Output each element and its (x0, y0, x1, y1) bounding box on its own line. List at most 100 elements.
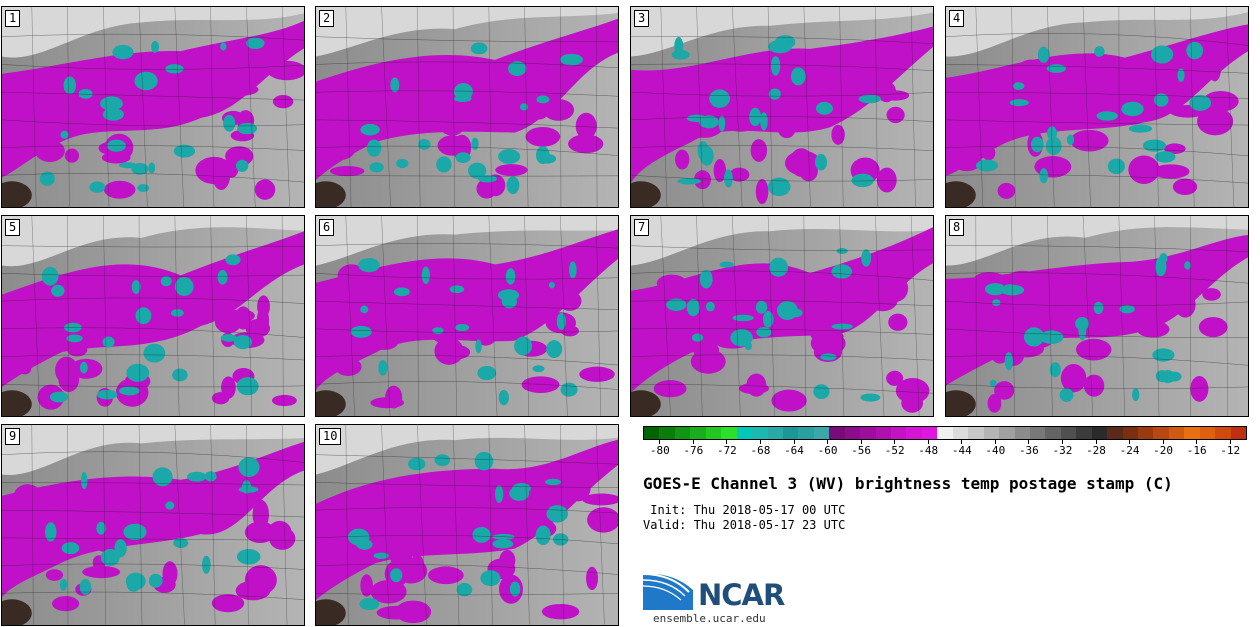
tick-mark (827, 440, 829, 444)
ncar-logo (643, 573, 693, 610)
tick-label: -12 (1220, 444, 1241, 457)
colorbar-segment (1138, 427, 1154, 439)
panel-label: 4 (949, 10, 965, 27)
colorbar-ticks: -80 -76 -72 -68 -64 -60 -56 -52 -48 -44 -40 -36 -32-… (643, 440, 1247, 460)
stamp-panel-9: 9 (1, 424, 305, 626)
colorbar-segment (875, 427, 891, 439)
colorbar-segment (644, 427, 660, 439)
tick-mark (793, 440, 795, 444)
tick-label: -48 (918, 444, 939, 457)
panel-label: 2 (319, 10, 335, 27)
colorbar-segment (767, 427, 783, 439)
colorbar-segment (906, 427, 922, 439)
figure-title: GOES-E Channel 3 (WV) brightness temp po… (643, 474, 1173, 493)
stamp-panel-5: 5 (1, 215, 305, 417)
panel-label: 6 (319, 219, 335, 236)
tick-label: -40 (985, 444, 1006, 457)
tick-mark (994, 440, 996, 444)
tick-mark (1229, 440, 1231, 444)
panel-label: 7 (634, 219, 650, 236)
tick-label: -24 (1119, 444, 1140, 457)
colorbar-segment (921, 427, 938, 439)
tick-mark (927, 440, 929, 444)
tick-mark (1061, 440, 1063, 444)
tick-mark (1196, 440, 1198, 444)
tick-label: -60 (817, 444, 838, 457)
tick-label: -72 (716, 444, 737, 457)
colorbar-segment (1014, 427, 1030, 439)
tick-label: -68 (750, 444, 771, 457)
colorbar-segment (1045, 427, 1061, 439)
colorbar-segment (813, 427, 830, 439)
tick-label: -44 (951, 444, 972, 457)
colorbar-segment (705, 427, 722, 439)
stamp-panel-8: 8 (945, 215, 1249, 417)
colorbar-segment (952, 427, 969, 439)
tick-mark (961, 440, 963, 444)
stamp-panel-6: 6 (315, 215, 619, 417)
tick-mark (1129, 440, 1131, 444)
colorbar-segment (1107, 427, 1123, 439)
colorbar-segment (690, 427, 706, 439)
colorbar-segment (844, 427, 861, 439)
colorbar-segment (1060, 427, 1077, 439)
colorbar-segment (999, 427, 1015, 439)
tick-label: -28 (1086, 444, 1106, 457)
tick-label: -36 (1018, 444, 1039, 457)
colorbar-segment (674, 427, 691, 439)
stamp-panel-4: 4 (945, 6, 1249, 208)
tick-label: -20 (1153, 444, 1174, 457)
colorbar-segment (937, 427, 953, 439)
stamp-panel-3: 3 (630, 6, 934, 208)
stamp-panel-2: 2 (315, 6, 619, 208)
colorbar-segment (891, 427, 907, 439)
panel-label: 8 (949, 219, 965, 236)
tick-mark (860, 440, 862, 444)
tick-mark (894, 440, 896, 444)
colorbar-segment (1230, 427, 1247, 439)
tick-mark (1028, 440, 1030, 444)
valid-time: Valid: Thu 2018-05-17 23 UTC (643, 518, 846, 532)
colorbar-segment (782, 427, 799, 439)
colorbar-segment (860, 427, 876, 439)
panel-label: 10 (319, 428, 342, 445)
colorbar-segment (1215, 427, 1231, 439)
colorbar-segment (983, 427, 1000, 439)
colorbar-segment (968, 427, 984, 439)
colorbar-segment (829, 427, 845, 439)
tick-label: -64 (784, 444, 804, 457)
colorbar-segment (1122, 427, 1138, 439)
panel-label: 5 (5, 219, 21, 236)
tick-label: -76 (683, 444, 704, 457)
logo-url: ensemble.ucar.edu (653, 612, 766, 625)
tick-label: -32 (1052, 444, 1073, 457)
tick-label: -16 (1186, 444, 1207, 457)
colorbar-segment (736, 427, 753, 439)
colorbar-segment (721, 427, 737, 439)
tick-label: -52 (884, 444, 905, 457)
tick-mark (1162, 440, 1164, 444)
init-time: Init: Thu 2018-05-17 00 UTC (643, 503, 846, 517)
logo-wordmark: NCAR (698, 578, 785, 612)
colorbar (643, 426, 1247, 440)
tick-label: -80 (649, 444, 670, 457)
colorbar-segment (798, 427, 814, 439)
tick-label: -56 (851, 444, 872, 457)
colorbar-segment (1029, 427, 1046, 439)
colorbar-segment (1199, 427, 1216, 439)
stamp-panel-7: 7 (630, 215, 934, 417)
stamp-panel-10: 10 (315, 424, 619, 626)
colorbar-segment (1076, 427, 1092, 439)
panel-label: 9 (5, 428, 21, 445)
colorbar-segment (1091, 427, 1108, 439)
colorbar-segment (1153, 427, 1169, 439)
colorbar-segment (1184, 427, 1200, 439)
tick-mark (659, 440, 661, 444)
colorbar-segment (1168, 427, 1185, 439)
colorbar-segment (659, 427, 675, 439)
tick-mark (759, 440, 761, 444)
panel-label: 3 (634, 10, 650, 27)
panel-label: 1 (5, 10, 21, 27)
stamp-panel-1: 1 (1, 6, 305, 208)
tick-mark (692, 440, 694, 444)
